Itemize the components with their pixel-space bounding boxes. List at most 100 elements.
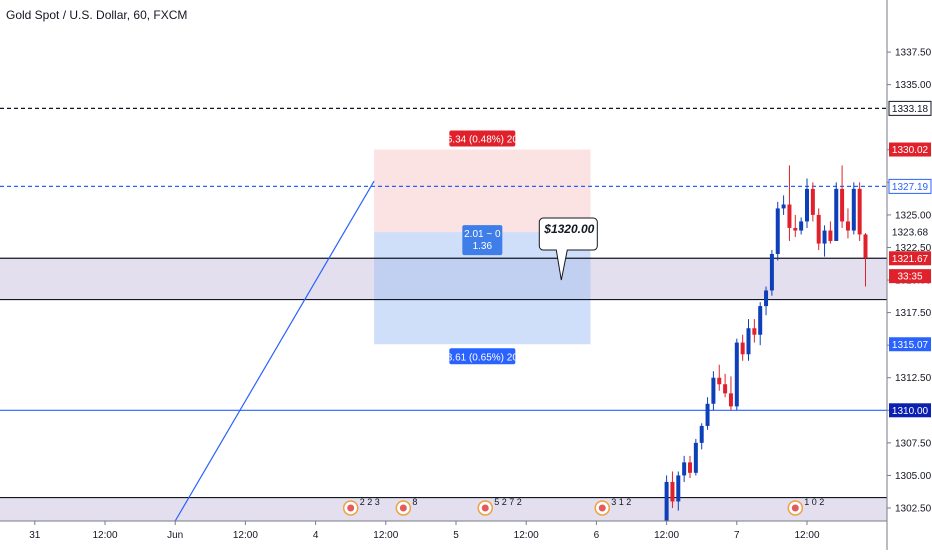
y-tick-label: 1337.50 — [895, 48, 932, 59]
price-label-box — [888, 100, 932, 116]
candle-body — [787, 204, 792, 228]
candle — [863, 233, 868, 287]
price-label-box — [889, 142, 931, 157]
candle — [682, 455, 687, 482]
stop-label: 6.34 (0.48%) 20 — [447, 130, 519, 147]
callout-text: $1320.00 — [543, 222, 594, 236]
candle — [775, 201, 780, 261]
candle-body — [699, 425, 704, 443]
candle — [734, 338, 739, 411]
price-label: 1323.68 — [889, 225, 931, 240]
y-tick-label: 1325.00 — [895, 210, 932, 221]
candle — [664, 475, 669, 525]
x-tick-label: 5 — [453, 530, 459, 541]
x-tick-label: Jun — [167, 530, 183, 541]
target-label: 8.61 (0.65%) 20 — [447, 348, 519, 365]
stop-label-text: 6.34 (0.48%) 20 — [447, 135, 519, 146]
candle-body — [857, 188, 862, 235]
price-label: 1330.02 — [889, 142, 931, 157]
candle — [805, 178, 809, 228]
candle — [752, 319, 757, 343]
candle — [857, 182, 862, 241]
candle-body — [717, 377, 722, 385]
x-tick-label: 7 — [734, 530, 740, 541]
candle-body — [781, 204, 786, 209]
candle-body — [664, 481, 669, 521]
y-tick-label: 1335.00 — [895, 80, 932, 91]
x-tick-label: 12:00 — [92, 530, 117, 541]
x-tick-label: 12:00 — [233, 530, 258, 541]
candle-body — [740, 342, 745, 355]
risk-reward-label-text: 2.01 ~ 0 — [464, 229, 501, 240]
candle-body — [769, 253, 774, 291]
candle — [834, 182, 839, 241]
candle — [728, 376, 733, 411]
candle-body — [723, 384, 728, 394]
price-label: 1321.67 — [889, 251, 931, 266]
candle-body — [863, 234, 868, 258]
candle-body — [834, 188, 839, 241]
price-label-box — [889, 403, 931, 418]
price-callout: $1320.00 — [538, 217, 598, 281]
candle-body — [711, 377, 716, 404]
candle-body — [805, 188, 809, 222]
event-flag-core — [481, 504, 489, 512]
price-label-box — [889, 269, 931, 284]
y-tick-label: 1317.50 — [895, 308, 932, 319]
candle — [787, 165, 792, 241]
price-label-text: 1333.18 — [892, 104, 929, 115]
candle — [781, 195, 786, 215]
candle-body — [693, 442, 698, 473]
candle-body — [828, 230, 833, 241]
candle — [758, 302, 763, 346]
candle-body — [705, 403, 710, 426]
event-marker: 1 0 2 — [787, 497, 824, 516]
candle-body — [676, 475, 681, 502]
candle — [816, 208, 821, 251]
event-label: 2 2 3 — [360, 497, 380, 507]
event-marker: 2 2 3 — [342, 497, 380, 516]
event-label: 3 1 2 — [611, 497, 631, 507]
candle — [711, 371, 716, 411]
price-label-text: 1315.07 — [892, 340, 929, 351]
candle-body — [799, 221, 804, 231]
price-label-text: 1310.00 — [892, 406, 929, 417]
event-label: 5 2 7 2 — [494, 497, 522, 507]
candle-body — [670, 481, 675, 502]
zone-band — [0, 497, 887, 521]
candle — [705, 397, 710, 430]
candle-body — [816, 214, 821, 244]
candle — [670, 471, 675, 508]
x-tick-label: 6 — [594, 530, 600, 541]
candle-body — [758, 306, 763, 335]
event-marker: 5 2 7 2 — [477, 497, 522, 516]
candle — [676, 471, 681, 511]
candle — [822, 225, 827, 257]
time-axis-bg — [0, 521, 887, 550]
candle — [810, 182, 815, 222]
price-label-box — [888, 178, 932, 194]
event-flag-core — [399, 504, 407, 512]
event-label: 1 0 2 — [804, 497, 824, 507]
candle-body — [851, 188, 856, 231]
price-label: 1333.18 — [888, 100, 932, 116]
candle — [723, 373, 728, 398]
target-label-text: 8.61 (0.65%) 20 — [447, 352, 519, 363]
event-flag-core — [347, 504, 355, 512]
event-label: 8 — [412, 497, 417, 507]
candle — [717, 364, 722, 391]
y-tick-label: 1302.50 — [895, 503, 932, 514]
candle-body — [746, 328, 751, 355]
risk-reward-label-text: 1.36 — [473, 241, 493, 252]
price-label-text: 1321.67 — [892, 254, 929, 265]
candle-body — [840, 188, 845, 222]
x-tick-label: 12:00 — [794, 530, 819, 541]
event-marker: 8 — [395, 497, 417, 516]
chart-title: Gold Spot / U.S. Dollar, 60, FXCM — [6, 8, 188, 22]
candle — [740, 334, 745, 361]
candle — [693, 438, 698, 476]
x-tick-label: 4 — [313, 530, 319, 541]
candle-body — [728, 393, 733, 407]
candle-body — [845, 221, 850, 231]
